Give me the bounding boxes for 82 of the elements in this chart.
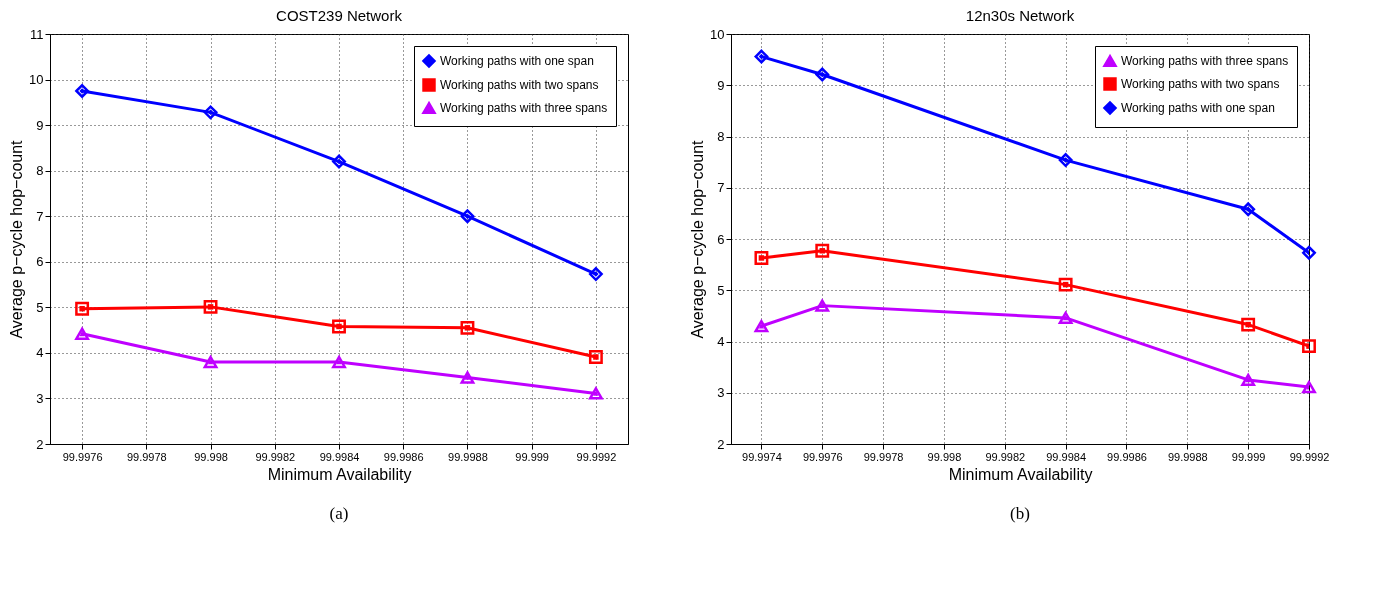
point <box>588 387 603 400</box>
y-tick-label: 6 <box>717 231 725 247</box>
legend-label: Working paths with three spans <box>440 101 608 115</box>
chart-title: 12n30s Network <box>965 7 1075 24</box>
y-tick-label: 9 <box>36 117 44 133</box>
point <box>460 209 475 224</box>
point <box>332 319 346 334</box>
y-tick-label: 4 <box>36 345 44 361</box>
point <box>75 301 90 316</box>
x-tick-label: 99.9992 <box>576 450 617 463</box>
point <box>1302 245 1316 260</box>
y-tick-label: 6 <box>36 254 44 270</box>
y-tick-label: 7 <box>36 208 44 224</box>
x-tick-label: 99.9986 <box>383 450 424 463</box>
point <box>75 83 90 98</box>
point <box>203 105 218 120</box>
point <box>588 350 603 364</box>
x-tick-label: 99.9986 <box>1107 450 1147 463</box>
point <box>460 371 475 384</box>
point <box>754 49 769 64</box>
point <box>1241 373 1256 387</box>
point <box>203 299 218 314</box>
legend-label: Working paths with one span <box>1121 101 1275 115</box>
x-tick-label: 99.9976 <box>62 450 103 463</box>
x-axis-title: Minimum Availability <box>267 465 412 483</box>
x-tick-label: 99.9988 <box>1167 450 1208 463</box>
y-tick-label: 5 <box>717 282 725 298</box>
point <box>1302 380 1316 394</box>
point <box>460 320 475 335</box>
x-tick-label: 99.9974 <box>742 450 782 463</box>
point <box>203 355 218 369</box>
x-axis-title: Minimum Availability <box>948 465 1093 483</box>
y-tick-label: 8 <box>717 129 725 144</box>
point <box>1058 153 1073 168</box>
point <box>588 267 603 282</box>
y-tick-label: 8 <box>36 163 44 179</box>
x-tick-label: 99.999 <box>515 450 549 463</box>
y-tick-label: 5 <box>36 299 44 315</box>
y-axis-title: Average p−cycle hop−count <box>8 139 26 339</box>
point <box>754 251 769 265</box>
y-axis-title: Average p−cycle hop−count <box>689 139 707 339</box>
point <box>815 299 830 312</box>
text: (a) <box>329 504 349 523</box>
point <box>1058 277 1073 292</box>
x-tick-label: 99.9992 <box>1289 450 1330 463</box>
point <box>1302 339 1316 354</box>
y-tick-label: 4 <box>717 334 725 349</box>
x-tick-label: 99.998 <box>927 450 962 463</box>
point <box>1241 202 1256 217</box>
legend-label: Working paths with two spans <box>1121 77 1280 91</box>
text: (b) <box>1010 504 1030 523</box>
x-tick-label: 99.9988 <box>448 450 488 463</box>
point <box>815 67 830 82</box>
point <box>815 243 830 258</box>
point <box>754 319 769 333</box>
point <box>1058 311 1073 325</box>
y-tick-label: 10 <box>29 72 44 88</box>
y-tick-label: 9 <box>717 77 725 93</box>
point <box>332 154 346 169</box>
y-tick-label: 7 <box>717 180 725 196</box>
x-tick-label: 99.998 <box>194 450 228 463</box>
y-tick-label: 3 <box>36 390 44 406</box>
x-tick-label: 99.9982 <box>255 450 296 463</box>
y-tick-label: 3 <box>717 385 725 401</box>
x-tick-label: 99.9978 <box>126 450 167 463</box>
x-tick-label: 99.9976 <box>802 450 843 463</box>
legend-label: Working paths with one span <box>440 54 594 68</box>
y-tick-label: 10 <box>710 26 725 42</box>
x-tick-label: 99.9982 <box>985 450 1026 463</box>
legend-label: Working paths with three spans <box>1121 54 1289 68</box>
x-tick-label: 99.9984 <box>319 450 360 463</box>
chart-title: COST239 Network <box>276 7 403 24</box>
y-tick-label: 11 <box>30 26 44 42</box>
point <box>75 327 90 340</box>
point <box>1241 317 1256 332</box>
legend-label: Working paths with two spans <box>440 78 599 92</box>
x-tick-label: 99.9978 <box>863 450 904 463</box>
y-tick-label: 2 <box>717 436 725 452</box>
y-tick-label: 2 <box>36 436 44 452</box>
x-tick-label: 99.9984 <box>1046 450 1087 463</box>
x-tick-label: 99.999 <box>1231 450 1266 463</box>
point <box>332 355 346 369</box>
